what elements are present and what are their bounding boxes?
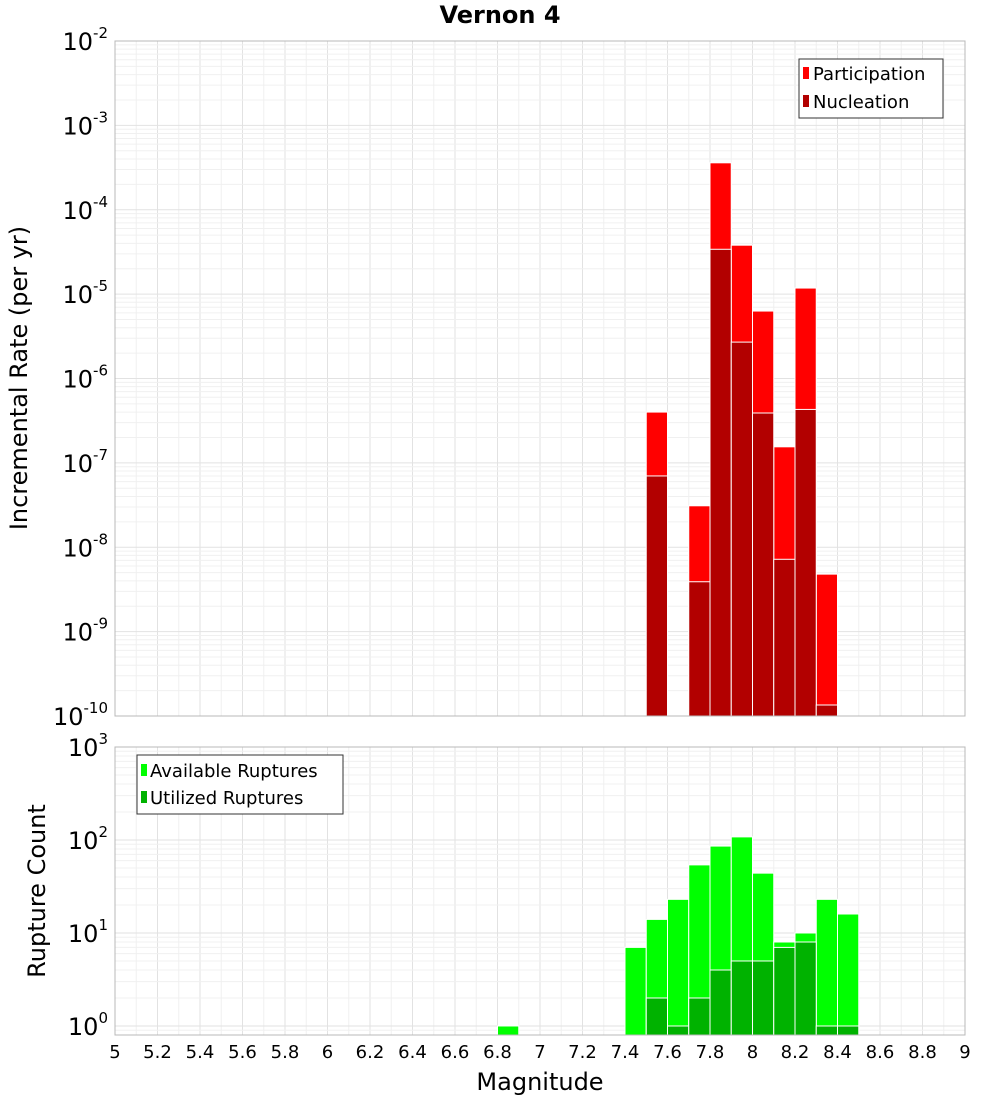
bottom-legend[interactable]: Available Ruptures Utilized Ruptures [136, 754, 344, 815]
x-tick-label: 6.2 [356, 1042, 385, 1063]
bar-nucleation [730, 341, 753, 717]
bar-nucleation [773, 558, 796, 717]
y-tick-label: 102 [68, 823, 108, 855]
bar-utilized-ruptures [794, 941, 817, 1036]
bar-available-ruptures [624, 946, 647, 1036]
bar-nucleation [815, 704, 838, 717]
x-tick-label: 9 [959, 1042, 970, 1063]
legend-label-available-ruptures: Available Ruptures [150, 761, 318, 782]
bar-utilized-ruptures [667, 1025, 690, 1036]
bar-utilized-ruptures [815, 1025, 838, 1036]
bottom-plot-frame [114, 746, 966, 1036]
x-tick-label: 5.6 [228, 1042, 257, 1063]
top-legend-box [798, 58, 944, 119]
top-legend[interactable]: Participation Nucleation [798, 58, 944, 119]
x-tick-label: 7.2 [568, 1042, 597, 1063]
bar-nucleation [688, 581, 711, 717]
bottom-y-tick-labels: 100 101 102 103 [68, 730, 108, 1041]
y-tick-label: 10-2 [62, 24, 108, 56]
x-tick-label: 6.8 [483, 1042, 512, 1063]
y-tick-label: 10-8 [62, 530, 108, 562]
top-plot-frame [114, 40, 966, 717]
bar-nucleation [709, 248, 732, 717]
legend-label-utilized-ruptures: Utilized Ruptures [150, 788, 303, 809]
x-tick-label: 8.4 [823, 1042, 852, 1063]
x-tick-label: 5.8 [271, 1042, 300, 1063]
top-plot-bars [645, 162, 838, 717]
top-y-axis-label: Incremental Rate (per yr) [5, 226, 33, 530]
x-tick-label: 8.6 [866, 1042, 895, 1063]
top-plot-grid [114, 40, 966, 717]
x-tick-label: 5 [109, 1042, 120, 1063]
bar-utilized-ruptures [837, 1025, 860, 1036]
bar-utilized-ruptures [730, 960, 753, 1036]
x-tick-label: 5.2 [143, 1042, 172, 1063]
y-tick-label: 10-3 [62, 108, 108, 140]
legend-swatch-available-ruptures [141, 764, 147, 776]
y-tick-label: 101 [68, 916, 108, 948]
legend-label-participation: Participation [813, 64, 925, 85]
bottom-plot-bars [497, 836, 860, 1036]
x-tick-label: 6.4 [398, 1042, 427, 1063]
y-tick-label: 100 [68, 1009, 108, 1041]
bottom-y-axis-label: Rupture Count [23, 804, 51, 978]
y-tick-label: 103 [68, 730, 108, 762]
bar-utilized-ruptures [709, 969, 732, 1036]
x-tick-labels: 5 5.2 5.4 5.6 5.8 6 6.2 6.4 6.6 6.8 7 7.2 7.4 7.6 7.8 8… [109, 1042, 970, 1063]
x-tick-label: 6 [322, 1042, 333, 1063]
bar-nucleation [752, 412, 775, 717]
chart-title: Vernon 4 [439, 1, 560, 29]
bar-nucleation [645, 475, 668, 717]
x-tick-label: 6.6 [441, 1042, 470, 1063]
x-tick-label: 8.8 [908, 1042, 937, 1063]
x-tick-label: 7 [534, 1042, 545, 1063]
top-y-tick-labels: 10-10 10-9 10-8 10-7 10-6 10-5 10-4 10-3 10-2 [53, 24, 108, 731]
y-tick-label: 10-5 [62, 277, 108, 309]
legend-swatch-nucleation [803, 95, 809, 107]
x-tick-label: 5.4 [186, 1042, 215, 1063]
x-tick-label: 7.6 [653, 1042, 682, 1063]
bar-available-ruptures [815, 898, 838, 1036]
y-tick-label: 10-7 [62, 446, 108, 478]
bar-utilized-ruptures [752, 960, 775, 1036]
legend-swatch-utilized-ruptures [141, 791, 147, 803]
x-tick-label: 7.8 [696, 1042, 725, 1063]
x-tick-label: 8 [747, 1042, 758, 1063]
top-plot: 10-10 10-9 10-8 10-7 10-6 10-5 10-4 10-3 10-2 In… [5, 24, 966, 731]
bar-nucleation [794, 408, 817, 717]
x-axis-label: Magnitude [476, 1068, 603, 1096]
x-tick-label: 7.4 [611, 1042, 640, 1063]
bar-utilized-ruptures [645, 997, 668, 1036]
bar-utilized-ruptures [773, 946, 796, 1036]
y-tick-label: 10-4 [62, 193, 108, 225]
bar-utilized-ruptures [688, 997, 711, 1036]
x-tick-label: 8.2 [781, 1042, 810, 1063]
bar-available-ruptures [667, 898, 690, 1036]
bottom-plot: 100 101 102 103 5 5.2 5.4 5.6 5.8 6 6.2 6.4 6.6 6.8 7… [23, 730, 971, 1096]
bottom-legend-box [136, 754, 344, 815]
y-tick-label: 10-6 [62, 362, 108, 394]
bar-available-ruptures [497, 1025, 520, 1036]
legend-label-nucleation: Nucleation [813, 92, 909, 113]
legend-swatch-participation [803, 67, 809, 79]
bar-available-ruptures [837, 913, 860, 1036]
y-tick-label: 10-9 [62, 615, 108, 647]
y-tick-label: 10-10 [53, 699, 108, 731]
bar-participation [815, 573, 838, 717]
